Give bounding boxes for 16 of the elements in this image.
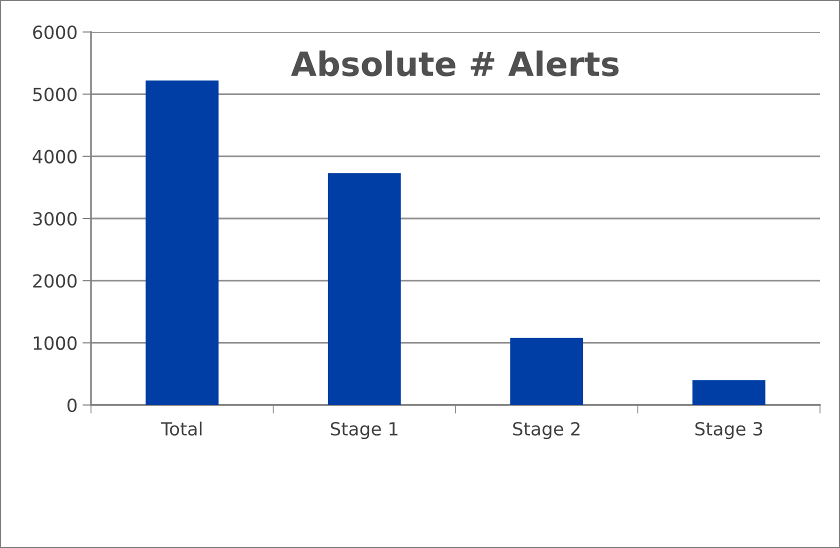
chart-title: Absolute # Alerts [291, 50, 619, 76]
bar [146, 80, 219, 405]
y-tick-label: 3000 [33, 212, 77, 226]
x-tick-label: Stage 2 [513, 422, 580, 440]
bar [510, 338, 584, 405]
y-tick-label: 0 [68, 398, 77, 412]
y-tick-label: 6000 [33, 25, 77, 40]
bar [692, 380, 766, 405]
x-tick-label: Stage 1 [330, 422, 398, 440]
y-tick-label: 5000 [33, 88, 77, 102]
bar [328, 173, 401, 405]
y-tick-label: 2000 [33, 274, 77, 288]
x-tick-label: Total [160, 422, 202, 436]
x-tick-label: Stage 3 [695, 422, 762, 440]
y-tick-label: 1000 [34, 336, 77, 350]
y-tick-label: 4000 [32, 150, 77, 164]
